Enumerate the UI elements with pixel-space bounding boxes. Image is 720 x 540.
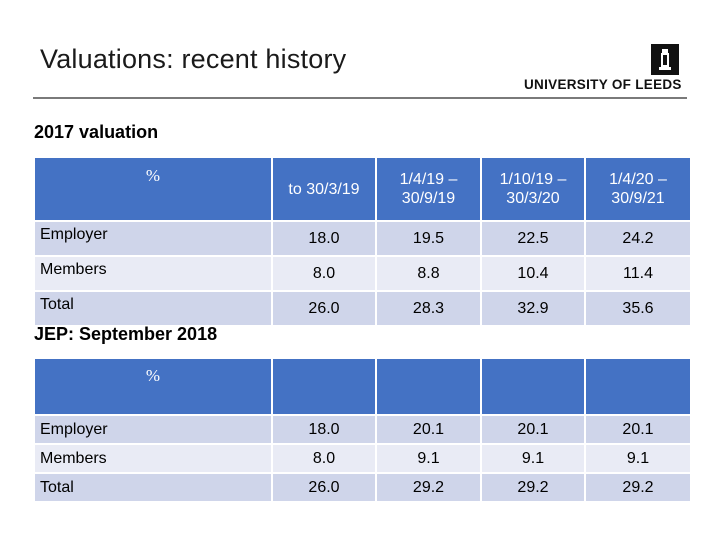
row-label: Employer — [33, 220, 273, 257]
table-cell: 20.1 — [584, 414, 692, 445]
table-row: Members 8.0 9.1 9.1 9.1 — [33, 443, 692, 474]
university-crest-icon — [651, 44, 679, 75]
jep-2018-heading: JEP: September 2018 — [34, 324, 218, 344]
table-cell: 35.6 — [584, 290, 692, 327]
table-cell: 9.1 — [480, 443, 586, 474]
column-header — [584, 357, 692, 416]
table-cell: 18.0 — [271, 414, 377, 445]
table-cell: 29.2 — [480, 472, 586, 503]
university-logo: UNIVERSITY OF LEEDS — [524, 44, 684, 94]
table-cell: 11.4 — [584, 255, 692, 292]
table-cell: 29.2 — [375, 472, 482, 503]
column-header: to 30/3/19 — [271, 156, 377, 222]
row-label: Total — [33, 290, 273, 327]
column-header: 1/4/20 – 30/9/21 — [584, 156, 692, 222]
column-header — [271, 357, 377, 416]
table-cell: 20.1 — [480, 414, 586, 445]
column-header — [480, 357, 586, 416]
percent-header-cell: % — [33, 156, 273, 222]
percent-header-cell: % — [33, 357, 273, 416]
title-divider — [33, 97, 687, 99]
table-cell: 10.4 — [480, 255, 586, 292]
table-header-row: % — [33, 357, 692, 416]
table-cell: 19.5 — [375, 220, 482, 257]
table-row: Total 26.0 28.3 32.9 35.6 — [33, 290, 692, 327]
jep-2018-table: % Employer 18.0 20.1 20.1 20.1 Members 8… — [33, 357, 692, 503]
table-cell: 8.0 — [271, 443, 377, 474]
row-label: Members — [33, 255, 273, 292]
table-cell: 26.0 — [271, 472, 377, 503]
table-row: Employer 18.0 20.1 20.1 20.1 — [33, 414, 692, 445]
row-label: Members — [33, 443, 273, 474]
table-header-row: % to 30/3/19 1/4/19 – 30/9/19 1/10/19 – … — [33, 156, 692, 222]
table-cell: 26.0 — [271, 290, 377, 327]
table-row: Employer 18.0 19.5 22.5 24.2 — [33, 220, 692, 257]
university-logo-text: UNIVERSITY OF LEEDS — [524, 77, 682, 92]
column-header — [375, 357, 482, 416]
table-cell: 29.2 — [584, 472, 692, 503]
table-cell: 18.0 — [271, 220, 377, 257]
table-row: Members 8.0 8.8 10.4 11.4 — [33, 255, 692, 292]
table-cell: 8.0 — [271, 255, 377, 292]
column-header: 1/4/19 – 30/9/19 — [375, 156, 482, 222]
table-cell: 22.5 — [480, 220, 586, 257]
row-label: Total — [33, 472, 273, 503]
table-row: Total 26.0 29.2 29.2 29.2 — [33, 472, 692, 503]
table-cell: 28.3 — [375, 290, 482, 327]
row-label: Employer — [33, 414, 273, 445]
table-cell: 24.2 — [584, 220, 692, 257]
table-cell: 32.9 — [480, 290, 586, 327]
table-cell: 9.1 — [375, 443, 482, 474]
table-cell: 8.8 — [375, 255, 482, 292]
slide-title: Valuations: recent history — [40, 44, 347, 74]
table-cell: 9.1 — [584, 443, 692, 474]
valuation-2017-table: % to 30/3/19 1/4/19 – 30/9/19 1/10/19 – … — [33, 156, 692, 327]
column-header: 1/10/19 – 30/3/20 — [480, 156, 586, 222]
valuation-2017-heading: 2017 valuation — [34, 122, 159, 142]
table-cell: 20.1 — [375, 414, 482, 445]
